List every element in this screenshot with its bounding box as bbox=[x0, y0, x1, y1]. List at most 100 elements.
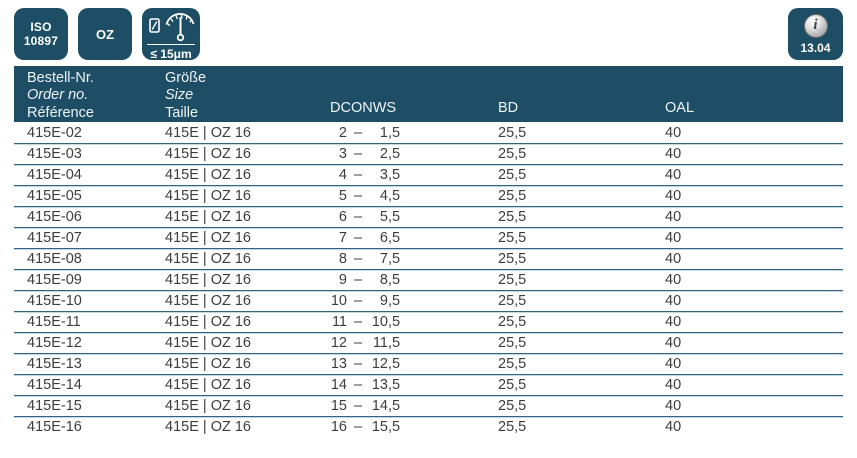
column-header-dconws: DCONWS bbox=[330, 100, 397, 116]
oal-cell: 40 bbox=[665, 146, 682, 162]
dconws-dash: – bbox=[353, 230, 363, 246]
dconws-cell: 9 – 8,5 bbox=[330, 272, 498, 288]
table-row: 415E-02 415E | OZ 16 2 – 1,5 25,5 40 bbox=[14, 122, 843, 143]
runout-divider bbox=[147, 44, 195, 45]
dconws-from-value: 3 bbox=[338, 146, 347, 162]
bd-cell: 25,5 bbox=[498, 124, 527, 141]
dconws-to-value: 13,5 bbox=[371, 377, 401, 393]
dconws-cell: 15 – 14,5 bbox=[330, 398, 498, 414]
bd-cell: 25,5 bbox=[498, 272, 527, 288]
size-cell: 415E | OZ 16 bbox=[165, 209, 251, 225]
size-cell: 415E | OZ 16 bbox=[165, 293, 251, 309]
order-no-cell: 415E-16 bbox=[27, 419, 82, 435]
table-row: 415E-11 415E | OZ 16 11 – 10,5 25,5 40 bbox=[14, 311, 843, 332]
table-row: 415E-13 415E | OZ 16 13 – 12,5 25,5 40 bbox=[14, 353, 843, 374]
size-cell: 415E | OZ 16 bbox=[165, 377, 251, 393]
order-no-cell: 415E-02 bbox=[27, 124, 82, 141]
table-row: 415E-08 415E | OZ 16 8 – 7,5 25,5 40 bbox=[14, 248, 843, 269]
dconws-from-value: 12 bbox=[330, 335, 347, 351]
dconws-cell: 7 – 6,5 bbox=[330, 230, 498, 246]
order-no-cell: 415E-05 bbox=[27, 188, 82, 204]
badge-row: ISO 10897 OZ bbox=[14, 8, 200, 61]
order-header-de: Bestell-Nr. bbox=[27, 70, 94, 86]
size-cell: 415E | OZ 16 bbox=[165, 314, 251, 330]
column-header-oal: OAL bbox=[665, 100, 695, 116]
size-cell: 415E | OZ 16 bbox=[165, 188, 251, 204]
table-row: 415E-04 415E | OZ 16 4 – 3,5 25,5 40 bbox=[14, 164, 843, 185]
dconws-dash: – bbox=[353, 146, 363, 162]
size-cell: 415E | OZ 16 bbox=[165, 335, 251, 351]
oal-cell: 40 bbox=[665, 209, 682, 225]
order-no-cell: 415E-08 bbox=[27, 251, 82, 267]
dconws-to-value: 9,5 bbox=[379, 293, 401, 309]
order-no-cell: 415E-13 bbox=[27, 356, 82, 372]
dconws-from-value: 15 bbox=[330, 398, 347, 414]
bd-cell: 25,5 bbox=[498, 356, 527, 372]
info-badge: i 13.04 bbox=[788, 8, 843, 60]
info-badge-label: 13.04 bbox=[800, 40, 831, 55]
dconws-from-value: 6 bbox=[338, 209, 347, 225]
size-cell: 415E | OZ 16 bbox=[165, 146, 251, 162]
dconws-from-value: 9 bbox=[338, 272, 347, 288]
size-cell: 415E | OZ 16 bbox=[165, 272, 251, 288]
size-cell: 415E | OZ 16 bbox=[165, 419, 251, 435]
dconws-to-value: 8,5 bbox=[379, 272, 401, 288]
table-row: 415E-03 415E | OZ 16 3 – 2,5 25,5 40 bbox=[14, 143, 843, 164]
size-cell: 415E | OZ 16 bbox=[165, 251, 251, 267]
dconws-from-value: 10 bbox=[330, 293, 347, 309]
dconws-to-value: 11,5 bbox=[372, 335, 401, 351]
iso-badge-label-line1: ISO bbox=[30, 20, 52, 34]
bd-cell: 25,5 bbox=[498, 314, 527, 330]
table-body: 415E-02 415E | OZ 16 2 – 1,5 25,5 40 415… bbox=[14, 122, 843, 437]
dconws-dash: – bbox=[353, 314, 363, 330]
iso-badge-label-line2: 10897 bbox=[23, 34, 59, 48]
table-row: 415E-05 415E | OZ 16 5 – 4,5 25,5 40 bbox=[14, 185, 843, 206]
dconws-dash: – bbox=[353, 335, 363, 351]
dconws-to-value: 5,5 bbox=[379, 209, 401, 225]
spec-table: Bestell-Nr. Order no. Référence Größe Si… bbox=[14, 66, 843, 437]
order-no-cell: 415E-03 bbox=[27, 146, 82, 162]
order-no-cell: 415E-12 bbox=[27, 335, 82, 351]
dconws-cell: 14 – 13,5 bbox=[330, 377, 498, 393]
bd-cell: 25,5 bbox=[498, 230, 527, 246]
table-row: 415E-15 415E | OZ 16 15 – 14,5 25,5 40 bbox=[14, 395, 843, 416]
table-row: 415E-16 415E | OZ 16 16 – 15,5 25,5 40 bbox=[14, 416, 843, 437]
info-icon: i bbox=[803, 13, 828, 38]
size-cell: 415E | OZ 16 bbox=[165, 230, 251, 246]
dconws-to-value: 6,5 bbox=[379, 230, 401, 246]
size-header-fr: Taille bbox=[165, 104, 199, 121]
oal-cell: 40 bbox=[665, 419, 682, 435]
bd-cell: 25,5 bbox=[498, 146, 527, 162]
dconws-cell: 13 – 12,5 bbox=[330, 356, 498, 372]
dconws-to-value: 15,5 bbox=[371, 419, 401, 435]
dconws-cell: 8 – 7,5 bbox=[330, 251, 498, 267]
oal-cell: 40 bbox=[665, 124, 682, 141]
order-no-cell: 415E-14 bbox=[27, 377, 82, 393]
dconws-dash: – bbox=[353, 377, 363, 393]
dconws-from-value: 4 bbox=[338, 167, 347, 183]
order-no-cell: 415E-06 bbox=[27, 209, 82, 225]
dconws-cell: 6 – 5,5 bbox=[330, 209, 498, 225]
dconws-dash: – bbox=[353, 293, 363, 309]
dconws-dash: – bbox=[353, 419, 363, 435]
oal-cell: 40 bbox=[665, 188, 682, 204]
dconws-from-value: 13 bbox=[330, 356, 347, 372]
table-row: 415E-09 415E | OZ 16 9 – 8,5 25,5 40 bbox=[14, 269, 843, 290]
bd-cell: 25,5 bbox=[498, 377, 527, 393]
dconws-dash: – bbox=[353, 251, 363, 267]
dconws-dash: – bbox=[353, 398, 363, 414]
dconws-cell: 11 – 10,5 bbox=[330, 314, 498, 330]
dconws-from-value: 7 bbox=[338, 230, 347, 246]
dconws-cell: 5 – 4,5 bbox=[330, 188, 498, 204]
dconws-from-value: 16 bbox=[330, 419, 347, 435]
bd-cell: 25,5 bbox=[498, 251, 527, 267]
dconws-from-value: 11 bbox=[331, 314, 347, 330]
dconws-cell: 3 – 2,5 bbox=[330, 146, 498, 162]
bd-cell: 25,5 bbox=[498, 335, 527, 351]
dconws-to-value: 7,5 bbox=[379, 251, 401, 267]
table-row: 415E-07 415E | OZ 16 7 – 6,5 25,5 40 bbox=[14, 227, 843, 248]
dconws-cell: 16 – 15,5 bbox=[330, 419, 498, 435]
table-header-row: Bestell-Nr. Order no. Référence Größe Si… bbox=[14, 66, 843, 122]
dconws-cell: 12 – 11,5 bbox=[330, 335, 498, 351]
